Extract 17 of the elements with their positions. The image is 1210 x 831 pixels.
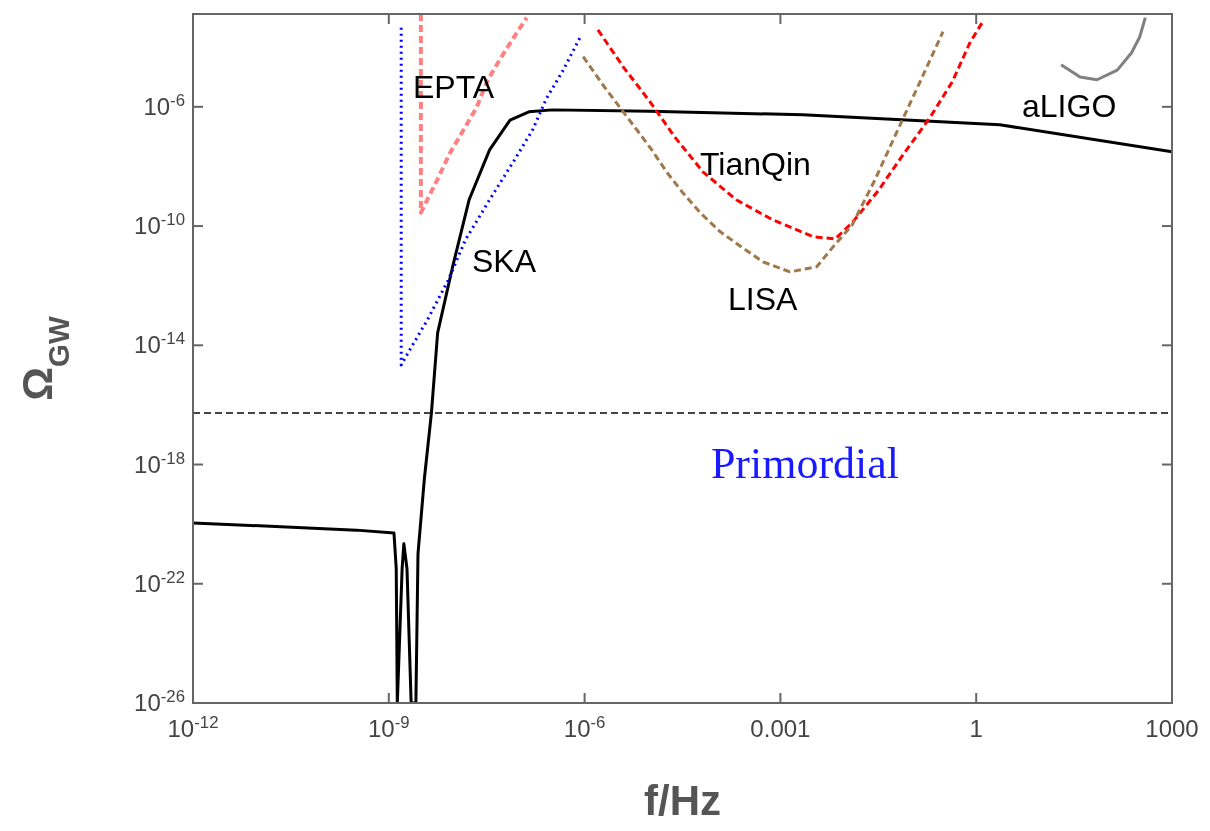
series-label: SKA [472, 243, 537, 279]
y-tick-label: 10$^{-22}$ [134, 567, 185, 597]
x-tick-label: 0.001 [750, 715, 811, 742]
series-label: EPTA [413, 69, 495, 105]
x-tick-label: 10$^{-9}$ [367, 712, 410, 742]
series-label: LISA [728, 281, 799, 317]
annotation: Primordial [710, 439, 900, 488]
series-label: aLIGO [1022, 88, 1117, 124]
x-tick-label: 1 [969, 715, 983, 742]
x-tick-label: 1000 [1145, 715, 1199, 742]
y-tick-label: 10$^{-14}$ [134, 328, 185, 359]
y-tick-label: 10$^{-10}$ [134, 209, 185, 240]
x-axis-title: f/Hz [644, 777, 721, 824]
x-tick-label: 10$^{-6}$ [563, 712, 606, 742]
series-label: TianQin [700, 146, 811, 182]
y-tick-label: 10$^{-6}$ [143, 90, 185, 120]
y-tick-label: 10$^{-18}$ [134, 448, 185, 478]
